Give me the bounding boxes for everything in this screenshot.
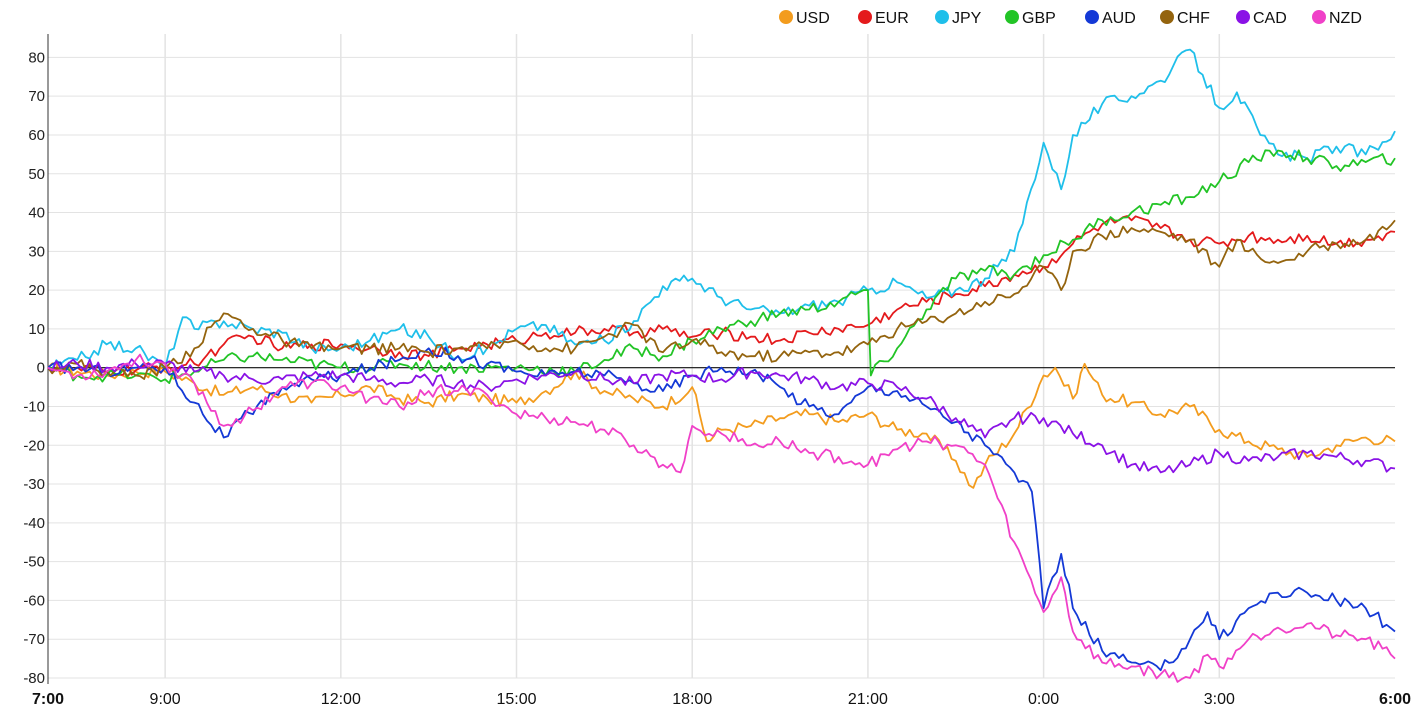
legend-marker[interactable] xyxy=(1085,10,1099,24)
x-tick-label: 18:00 xyxy=(672,691,712,708)
x-tick-label: 3:00 xyxy=(1204,691,1235,708)
x-tick-label: 0:00 xyxy=(1028,691,1059,708)
legend-marker[interactable] xyxy=(779,10,793,24)
legend-item-aud[interactable]: AUD xyxy=(1085,10,1136,27)
legend-item-gbp[interactable]: GBP xyxy=(1005,10,1056,27)
legend-label[interactable]: CAD xyxy=(1253,10,1287,27)
series-line-aud xyxy=(47,346,1396,672)
series-line-gbp xyxy=(47,149,1396,384)
y-tick-label: -20 xyxy=(23,437,45,454)
y-tick-label: 70 xyxy=(28,88,45,105)
y-tick-label: -70 xyxy=(23,631,45,648)
x-tick-label: 9:00 xyxy=(150,691,181,708)
y-tick-label: 80 xyxy=(28,49,45,66)
y-tick-label: -60 xyxy=(23,592,45,609)
legend-item-cad[interactable]: CAD xyxy=(1236,10,1287,27)
x-tick-label: 6:00 xyxy=(1379,691,1411,708)
legend-label[interactable]: USD xyxy=(796,10,830,27)
y-tick-label: -40 xyxy=(23,515,45,532)
legend-marker[interactable] xyxy=(1005,10,1019,24)
y-tick-label: -10 xyxy=(23,398,45,415)
legend-marker[interactable] xyxy=(1160,10,1174,24)
series-line-jpy xyxy=(47,48,1396,370)
legend[interactable]: USD EUR JPY GBP AUD CHF CAD NZD xyxy=(779,10,1362,27)
series-line-nzd xyxy=(47,353,1396,683)
legend-label[interactable]: NZD xyxy=(1329,10,1362,27)
legend-label[interactable]: GBP xyxy=(1022,10,1056,27)
legend-marker[interactable] xyxy=(858,10,872,24)
y-tick-label: 20 xyxy=(28,282,45,299)
legend-marker[interactable] xyxy=(1236,10,1250,24)
grid xyxy=(48,34,1395,679)
legend-item-eur[interactable]: EUR xyxy=(858,10,909,27)
legend-item-usd[interactable]: USD xyxy=(779,10,830,27)
legend-item-nzd[interactable]: NZD xyxy=(1312,10,1362,27)
legend-item-jpy[interactable]: JPY xyxy=(935,10,982,27)
legend-label[interactable]: EUR xyxy=(875,10,909,27)
x-tick-label: 7:00 xyxy=(32,691,64,708)
y-tick-label: 10 xyxy=(28,321,45,338)
legend-marker[interactable] xyxy=(1312,10,1326,24)
series-line-cad xyxy=(47,358,1396,474)
y-tick-label: 50 xyxy=(28,166,45,183)
y-tick-label: -50 xyxy=(23,554,45,571)
series-line-eur xyxy=(47,215,1396,376)
x-tick-label: 15:00 xyxy=(496,691,536,708)
legend-marker[interactable] xyxy=(935,10,949,24)
series-lines xyxy=(47,48,1396,683)
y-tick-label: -80 xyxy=(23,670,45,687)
y-tick-label: 40 xyxy=(28,205,45,222)
legend-label[interactable]: CHF xyxy=(1177,10,1210,27)
legend-label[interactable]: AUD xyxy=(1102,10,1136,27)
series-line-chf xyxy=(47,219,1396,380)
legend-label[interactable]: JPY xyxy=(952,10,982,27)
legend-item-chf[interactable]: CHF xyxy=(1160,10,1210,27)
y-tick-label: 30 xyxy=(28,243,45,260)
series-line-usd xyxy=(47,362,1396,489)
x-tick-label: 21:00 xyxy=(848,691,888,708)
y-tick-label: -30 xyxy=(23,476,45,493)
axes: 80 70 60 50 40 30 20 10 0 -10 -20 -30 -40 -50 -60 -70 -8… xyxy=(23,34,1411,708)
y-tick-label: 0 xyxy=(37,360,45,377)
y-tick-label: 60 xyxy=(28,127,45,144)
x-tick-label: 12:00 xyxy=(321,691,361,708)
